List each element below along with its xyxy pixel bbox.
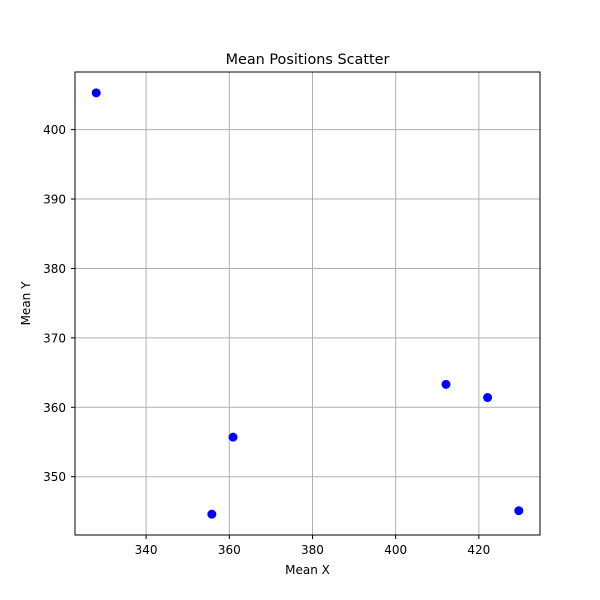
x-tick-label: 400 — [384, 543, 407, 557]
y-tick-label: 360 — [43, 401, 66, 415]
y-axis-title: Mean Y — [19, 281, 33, 326]
y-tick-label: 350 — [43, 470, 66, 484]
y-tick-label: 400 — [43, 123, 66, 137]
chart-title: Mean Positions Scatter — [226, 52, 390, 68]
grid-lines — [75, 72, 540, 535]
x-tick-label: 360 — [218, 543, 241, 557]
scatter-point — [441, 379, 451, 389]
x-tick-label: 380 — [301, 543, 324, 557]
scatter-point — [91, 88, 101, 98]
scatter-point — [514, 506, 524, 516]
axis-ticks: 340 360 380 400 420 350 360 370 380 390 400 — [43, 123, 490, 557]
x-tick-label: 420 — [467, 543, 490, 557]
scatter-point — [228, 432, 238, 442]
y-tick-label: 380 — [43, 262, 66, 276]
plot-frame — [74, 71, 541, 536]
x-axis-title: Mean X — [285, 563, 330, 577]
y-tick-label: 370 — [43, 331, 66, 345]
scatter-point — [483, 393, 493, 403]
scatter-point — [207, 509, 217, 519]
data-points — [91, 88, 524, 519]
y-tick-label: 390 — [43, 193, 66, 207]
x-tick-label: 340 — [135, 543, 158, 557]
